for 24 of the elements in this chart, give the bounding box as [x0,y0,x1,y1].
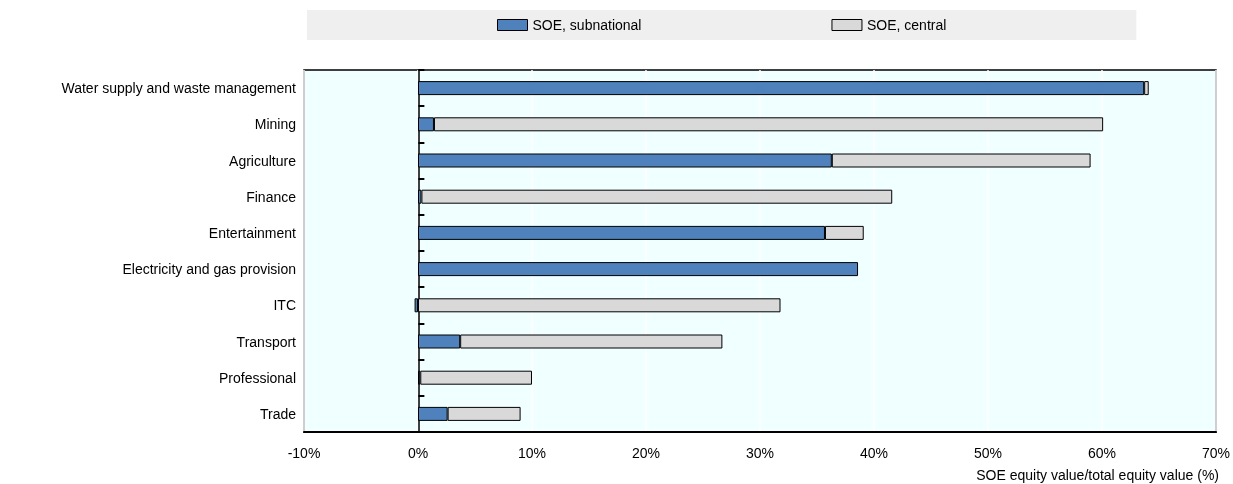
y-tick-label: Mining [254,116,296,133]
x-tick-label: 20% [631,445,661,461]
y-tick-label: ITC [273,297,296,314]
x-tick-label: 70% [1201,445,1231,461]
y-tick-label: Entertainment [208,224,297,241]
y-tick-label: Professional [218,369,296,386]
bar [420,370,532,385]
y-tick-label: Agriculture [229,152,297,169]
y-tick-label: Transport [236,333,297,350]
y-tick-label: Trade [259,405,297,422]
legend-label: SOE, central [866,17,947,33]
x-tick-label: 50% [973,445,1003,461]
x-axis-title: SOE equity value/total equity value (%) [976,467,1219,483]
x-tick-label: -10% [287,445,321,461]
x-tick-label: 0% [407,445,429,461]
y-tick-label: Water supply and waste management [61,80,297,97]
y-tick-label: Finance [246,188,297,205]
x-tick-label: 40% [859,445,889,461]
x-tick-label: 30% [745,445,775,461]
legend-label: SOE, subnational [532,17,642,33]
x-tick-label: 60% [1087,445,1117,461]
x-tick-label: 10% [517,445,547,461]
bar [421,189,893,204]
y-tick-label: Electricity and gas provision [122,261,296,278]
